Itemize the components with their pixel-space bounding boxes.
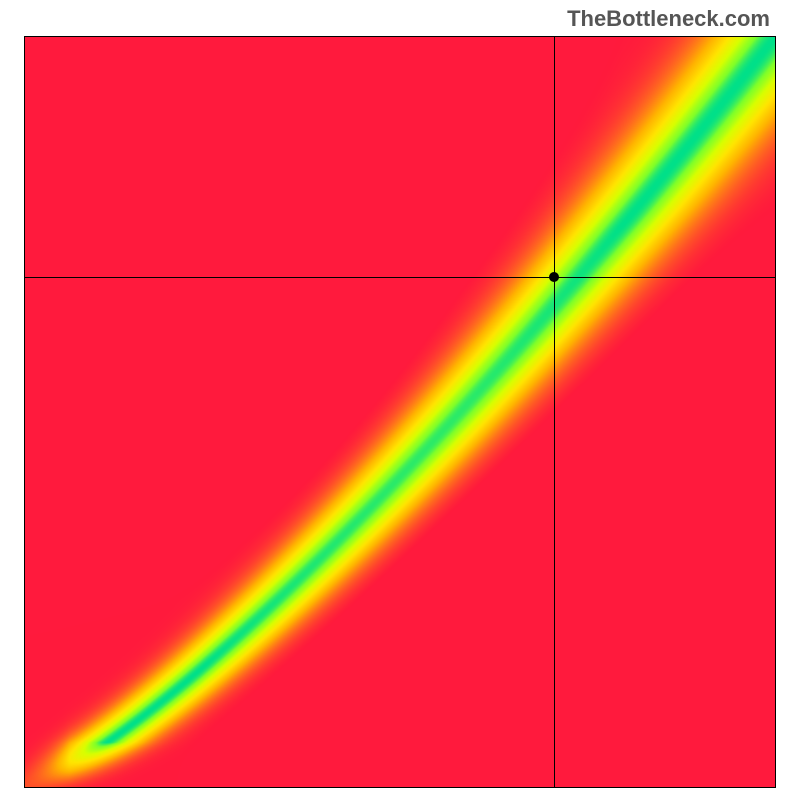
heatmap-chart (24, 36, 776, 788)
watermark-text: TheBottleneck.com (567, 6, 770, 32)
crosshair-marker (549, 272, 559, 282)
crosshair-horizontal (24, 277, 776, 278)
heatmap-canvas (24, 36, 776, 788)
crosshair-vertical (554, 36, 555, 788)
